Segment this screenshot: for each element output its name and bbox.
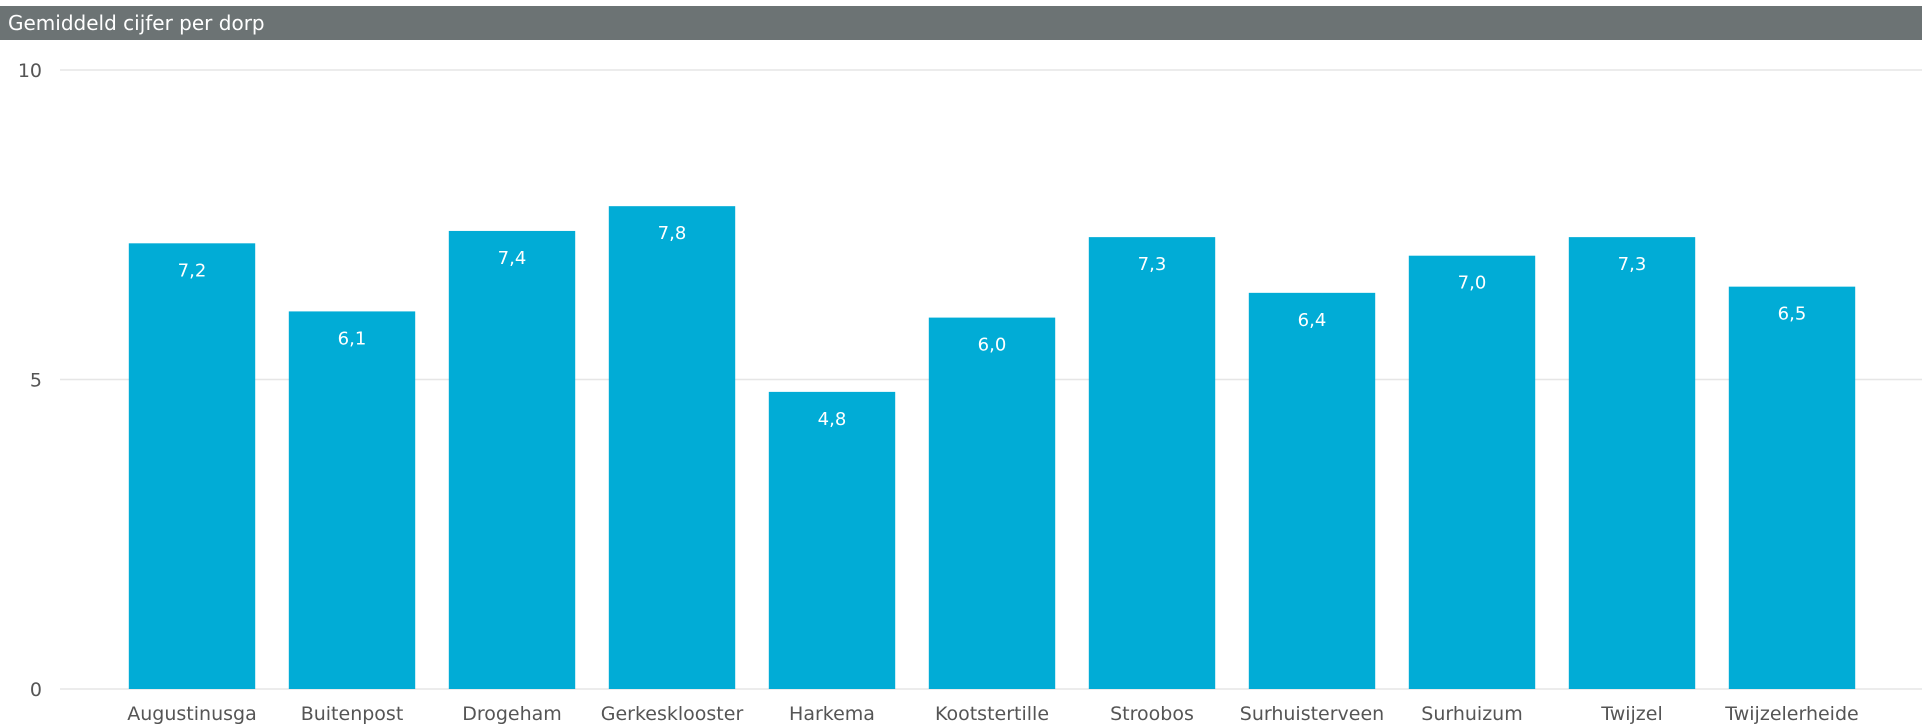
x-category-label: Twijzel (1600, 703, 1663, 725)
data-label: 7,4 (498, 248, 527, 269)
data-labels: 7,2 6,1 7,4 7,8 4,8 6,0 7,3 6,4 7,0 7,3 6,5 (178, 223, 1807, 430)
bar-kootstertille[interactable] (928, 317, 1056, 689)
data-label: 6,1 (338, 328, 367, 349)
data-label: 4,8 (818, 409, 847, 430)
bar-gerkesklooster[interactable] (608, 206, 736, 689)
x-category-label: Buitenpost (301, 703, 404, 725)
bar-buitenpost[interactable] (288, 311, 416, 689)
y-tick-label: 5 (30, 370, 42, 392)
x-category-label: Kootstertille (935, 703, 1049, 725)
bar-drogeham[interactable] (448, 230, 576, 689)
data-label: 7,3 (1138, 254, 1167, 275)
chart-title: Gemiddeld cijfer per dorp (8, 11, 265, 35)
bar-twijzel[interactable] (1568, 237, 1696, 689)
x-category-label: Harkema (789, 703, 875, 725)
x-category-label: Twijzelerheide (1724, 703, 1858, 725)
data-label: 7,8 (658, 223, 687, 244)
x-axis-category-labels: Augustinusga Buitenpost Drogeham Gerkeskloo… (127, 703, 1858, 725)
bar-surhuizum[interactable] (1408, 255, 1536, 689)
data-label: 6,4 (1298, 310, 1327, 331)
bar-harkema[interactable] (768, 391, 896, 689)
bar-stroobos[interactable] (1088, 237, 1216, 689)
data-label: 6,0 (978, 335, 1007, 356)
chart-title-bar: Gemiddeld cijfer per dorp (0, 6, 1922, 40)
bar-twijzelerheide[interactable] (1728, 286, 1856, 689)
data-label: 7,2 (178, 260, 207, 281)
y-tick-label: 0 (30, 679, 42, 701)
bar-surhuisterveen[interactable] (1248, 292, 1376, 689)
y-axis-tick-labels: 0 5 10 (18, 60, 42, 701)
x-category-label: Surhuisterveen (1240, 703, 1384, 725)
x-category-label: Augustinusga (127, 703, 256, 725)
bar-augustinusga[interactable] (128, 243, 256, 689)
data-label: 7,0 (1458, 273, 1487, 294)
x-category-label: Drogeham (462, 703, 562, 725)
bars (128, 206, 1856, 689)
y-tick-label: 10 (18, 60, 42, 82)
x-category-label: Stroobos (1110, 703, 1194, 725)
data-label: 7,3 (1618, 254, 1647, 275)
x-category-label: Gerkesklooster (601, 703, 744, 725)
x-category-label: Surhuizum (1421, 703, 1522, 725)
data-label: 6,5 (1778, 304, 1807, 325)
